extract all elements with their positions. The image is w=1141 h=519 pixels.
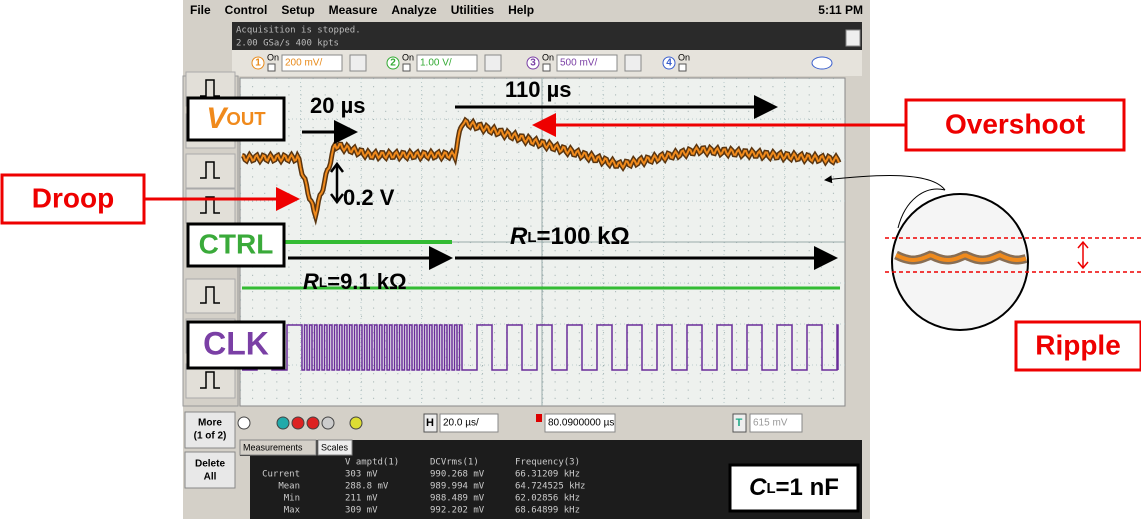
subscript: L xyxy=(319,275,327,290)
measurement-row-label: Max xyxy=(284,506,301,516)
symbol: R xyxy=(510,223,528,250)
clk-label: CLK xyxy=(203,325,269,361)
dv-label: 0.2 V xyxy=(343,185,395,210)
channel-number: 4 xyxy=(666,58,672,69)
measurement-value: 68.64899 kHz xyxy=(515,506,580,516)
menu-item[interactable]: Setup xyxy=(281,3,314,17)
clock: 5:11 PM xyxy=(818,3,863,17)
menu-item[interactable]: Measure xyxy=(329,3,378,17)
control-button[interactable] xyxy=(350,417,362,429)
measurement-value: 303 mV xyxy=(345,470,378,480)
measurement-value: 62.02856 kHz xyxy=(515,494,580,504)
value-text: =1 nF xyxy=(776,474,839,501)
channel-on: On xyxy=(678,52,690,62)
tab-label: Scales xyxy=(321,442,349,452)
ctrl-label: CTRL xyxy=(199,228,274,259)
status-line: 2.00 GSa/s 400 kpts xyxy=(236,39,339,49)
measurement-value: 288.8 mV xyxy=(345,482,389,492)
h-label: H xyxy=(426,417,434,429)
tool-button[interactable] xyxy=(186,279,235,313)
delay-marker xyxy=(536,414,542,422)
measurement-header: DCVrms(1) xyxy=(430,458,479,468)
subscript: OUT xyxy=(226,108,266,129)
tool-button[interactable] xyxy=(186,154,235,188)
button-label: (1 of 2) xyxy=(194,431,227,442)
menu-item[interactable]: Control xyxy=(225,3,268,17)
symbol: C xyxy=(749,474,767,501)
measurement-value: 64.724525 kHz xyxy=(515,482,585,492)
control-button[interactable] xyxy=(277,417,289,429)
channel-checkbox[interactable] xyxy=(679,64,686,71)
button-label: More xyxy=(198,418,222,429)
channel-scale: 500 mV/ xyxy=(560,58,597,69)
t20-label: 20 µs xyxy=(310,93,366,118)
measurement-value: 211 mV xyxy=(345,494,378,504)
coupling-button[interactable] xyxy=(350,55,366,71)
subscript: L xyxy=(766,481,775,497)
value-text: =9.1 kΩ xyxy=(327,269,406,294)
coupling-button[interactable] xyxy=(485,55,501,71)
ripple-label: Ripple xyxy=(1035,329,1121,360)
menu-item[interactable]: File xyxy=(190,3,211,17)
measurement-row-label: Mean xyxy=(278,482,300,492)
coupling-button[interactable] xyxy=(625,55,641,71)
button-label: All xyxy=(204,472,217,483)
menu-item[interactable]: Analyze xyxy=(391,3,437,17)
channel-scale: 200 mV/ xyxy=(285,58,322,69)
delay: 80.0900000 µs xyxy=(548,418,614,429)
control-button[interactable] xyxy=(292,417,304,429)
button-label: Delete xyxy=(195,459,225,470)
channel-checkbox[interactable] xyxy=(543,64,550,71)
t-label: T xyxy=(736,417,743,429)
minimize-button[interactable] xyxy=(846,30,860,46)
symbol: R xyxy=(303,269,319,294)
measurement-row-label: Current xyxy=(262,470,300,480)
measurement-value: 989.994 mV xyxy=(430,482,485,492)
measurement-header: Frequency(3) xyxy=(515,458,580,468)
tab-label: Measurements xyxy=(243,442,303,452)
status-line: Acquisition is stopped. xyxy=(236,26,361,36)
value-text: =100 kΩ xyxy=(536,223,629,250)
measurement-value: 992.202 mV xyxy=(430,506,485,516)
cl-label: CL=1 nF xyxy=(749,474,839,501)
control-button[interactable] xyxy=(238,417,250,429)
measurement-header: V amptd(1) xyxy=(345,458,399,468)
trigger-level: 615 mV xyxy=(753,418,788,429)
timebase: 20.0 µs/ xyxy=(443,418,479,429)
control-button[interactable] xyxy=(307,417,319,429)
measurement-value: 990.268 mV xyxy=(430,470,485,480)
measurement-value: 988.489 mV xyxy=(430,494,485,504)
scrollbar[interactable] xyxy=(240,456,250,519)
menu-item[interactable]: Help xyxy=(508,3,534,17)
screenshot: File Control Setup Measure Analyze Utilities H… xyxy=(0,0,1141,519)
control-button[interactable] xyxy=(322,417,334,429)
subscript: L xyxy=(527,230,536,246)
channel-number: 1 xyxy=(255,58,261,69)
channel-scale: 1.00 V/ xyxy=(420,58,452,69)
rl9-label: RL=9.1 kΩ xyxy=(303,269,407,294)
channel-on: On xyxy=(267,52,279,62)
channel-on: On xyxy=(402,52,414,62)
channel-on: On xyxy=(542,52,554,62)
t110-label: 110 µs xyxy=(505,77,572,102)
measurement-value: 309 mV xyxy=(345,506,378,516)
overshoot-label: Overshoot xyxy=(945,108,1085,139)
measurement-row-label: Min xyxy=(284,494,300,504)
channel-checkbox[interactable] xyxy=(403,64,410,71)
tool-button[interactable] xyxy=(186,189,235,223)
measurement-value: 66.31209 kHz xyxy=(515,470,580,480)
droop-label: Droop xyxy=(32,182,114,213)
channel-number: 3 xyxy=(530,58,536,69)
channel-number: 2 xyxy=(390,58,396,69)
page: File Control Setup Measure Analyze Utilities H… xyxy=(0,0,1141,519)
channel-checkbox[interactable] xyxy=(268,64,275,71)
menu-item[interactable]: Utilities xyxy=(451,3,495,17)
math-button[interactable] xyxy=(812,57,832,69)
